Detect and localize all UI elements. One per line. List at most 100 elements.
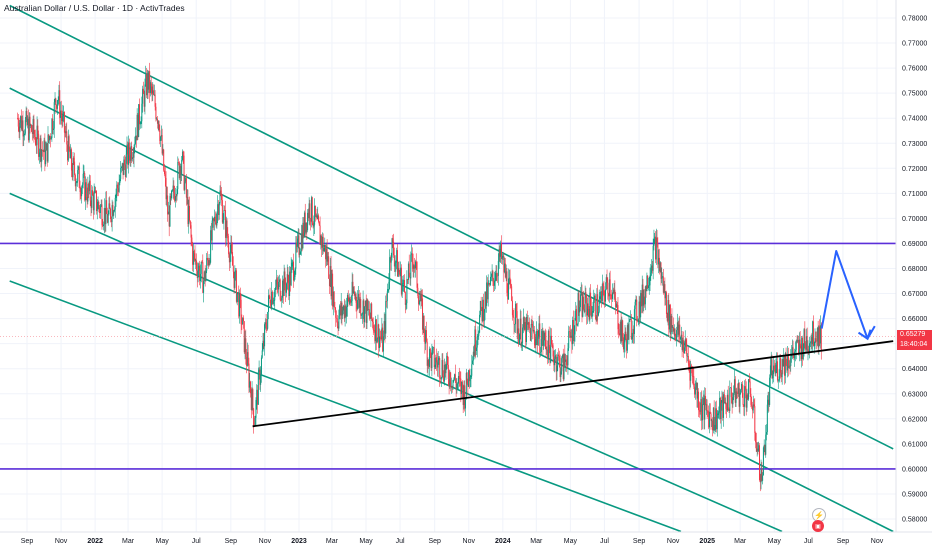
x-tick-label: Nov (463, 538, 476, 545)
candle-body (554, 358, 556, 366)
candle-body (217, 204, 219, 216)
y-tick-label: 0.76000 (902, 66, 927, 73)
y-axis[interactable]: 0.78000 0.77000 0.76000 0.75000 0.74000 0.730… (902, 16, 927, 524)
channel-line[interactable] (9, 4, 894, 450)
trendline[interactable] (252, 340, 894, 428)
candle-body (140, 121, 142, 124)
candle-body (211, 220, 213, 241)
candle-body (147, 73, 149, 90)
candle-body (387, 289, 389, 292)
candle-body (547, 330, 549, 358)
candle-body (479, 300, 481, 315)
candle-body (650, 272, 652, 276)
candle-body (55, 98, 57, 105)
candle-body (482, 299, 484, 322)
candle-body (219, 190, 221, 204)
candle-body (461, 381, 463, 390)
candle-body (69, 149, 71, 159)
candle-body (651, 265, 653, 273)
candle-body (741, 383, 743, 394)
candle-body (189, 205, 191, 221)
y-tick-label: 0.66000 (902, 316, 927, 323)
channel-line[interactable] (9, 280, 682, 533)
candle-body (801, 337, 803, 360)
candle-body (232, 252, 234, 266)
candle-body (704, 396, 706, 420)
candle-body (153, 90, 155, 95)
candle-body (819, 325, 821, 344)
y-tick-label: 0.75000 (902, 91, 927, 98)
candle-body (731, 397, 733, 405)
trendline-segment[interactable] (252, 340, 894, 428)
candle-body (672, 327, 674, 332)
candle-body (400, 267, 402, 295)
candle-body (519, 318, 521, 335)
candle-body (200, 261, 202, 274)
channel-lines[interactable] (9, 4, 894, 533)
candle-body (492, 271, 494, 279)
candle-body (620, 321, 622, 342)
candle-body (394, 262, 396, 267)
candle-body (85, 182, 87, 201)
candle-body (203, 280, 205, 293)
candle-body (456, 383, 458, 389)
candle-body (669, 305, 671, 330)
candle-body (673, 328, 675, 332)
candle-body (364, 306, 366, 323)
candle-body (280, 299, 282, 301)
candle-body (570, 335, 572, 338)
candle-body (413, 265, 415, 269)
candle-body (632, 328, 634, 337)
channel-line[interactable] (9, 192, 783, 533)
candle-body (165, 177, 167, 200)
projection-path[interactable] (820, 249, 876, 340)
candle-body (282, 280, 284, 298)
x-tick-label: Mar (122, 538, 135, 545)
channel-line[interactable] (9, 87, 894, 533)
candle-body (672, 327, 674, 328)
candle-body (54, 98, 56, 103)
candle-body (275, 287, 277, 291)
candle-body (741, 383, 743, 390)
x-tick-label: Mar (326, 538, 339, 545)
horizontal-levels[interactable] (0, 242, 896, 470)
candle-body (682, 340, 684, 351)
candle-body (174, 196, 176, 201)
candle-body (483, 312, 485, 322)
x-axis[interactable]: Sep Nov 2022 Mar May Jul Sep Nov 2023 Mar May Jul Se… (21, 538, 884, 545)
candle-body (340, 302, 342, 316)
candle-body (561, 355, 563, 359)
candle-body (95, 190, 97, 192)
y-tick-label: 0.74000 (902, 116, 927, 123)
candle-body (790, 356, 792, 367)
candle-body (611, 295, 613, 299)
candle-body (419, 300, 421, 302)
candle-body (329, 266, 331, 287)
calendar-icon[interactable]: ▣ (812, 520, 824, 532)
candle-body (325, 248, 327, 260)
candle-body (86, 196, 88, 202)
projection-arrow[interactable] (820, 249, 876, 341)
candle-body (247, 352, 249, 364)
x-tick-label: 2023 (291, 538, 307, 545)
candle-body (436, 362, 438, 368)
candle-body (73, 158, 75, 162)
candle-body (214, 216, 216, 222)
y-tick-label: 0.59000 (902, 491, 927, 498)
candle-body (181, 151, 183, 161)
candle-body (710, 413, 712, 421)
candle-body (432, 347, 434, 351)
candle-body (518, 328, 520, 344)
candle-body (371, 303, 373, 319)
candle-body (516, 311, 518, 334)
candle-body (132, 157, 134, 158)
candle-body (595, 316, 597, 321)
candle-body (721, 396, 723, 403)
candle-body (194, 253, 196, 261)
candle-body (31, 125, 33, 132)
candle-body (754, 406, 756, 433)
candle-body (555, 355, 557, 372)
candle-body (401, 283, 403, 295)
candle-body (286, 274, 288, 284)
